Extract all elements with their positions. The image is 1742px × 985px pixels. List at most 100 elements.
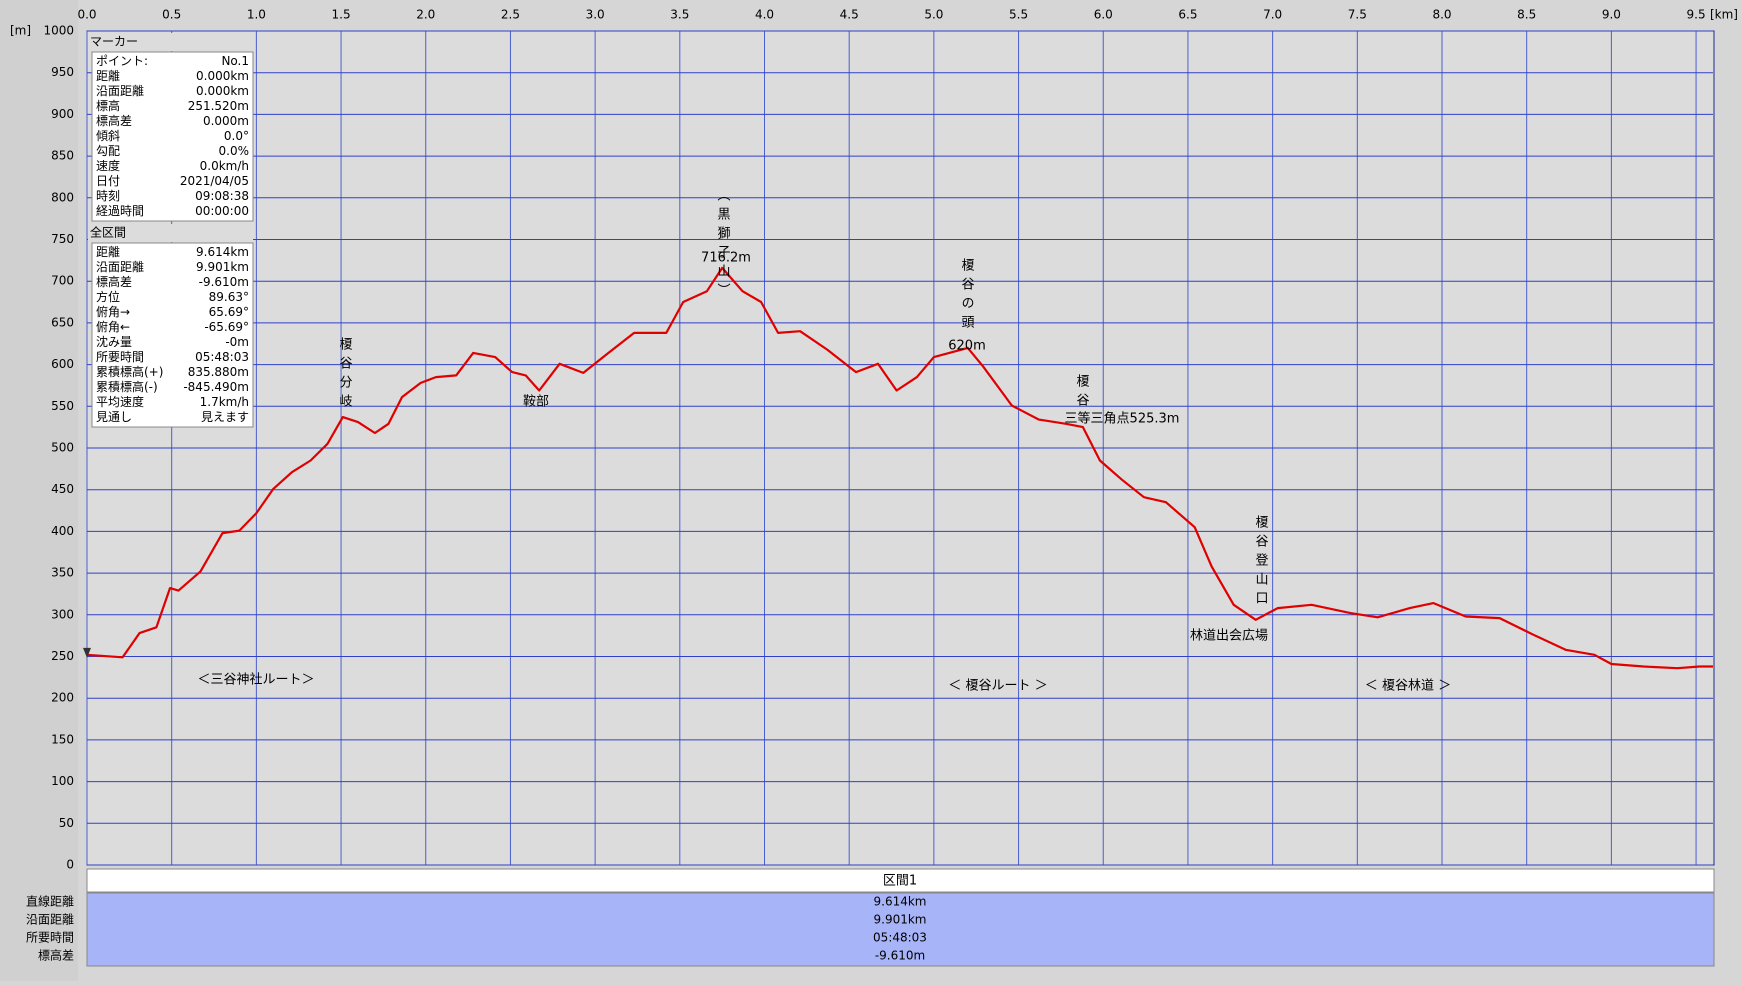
annotation: ＜ 榎谷ルート ＞ (948, 679, 1047, 694)
panel-value: -65.69° (204, 320, 249, 334)
annotation: 榎谷 (1074, 374, 1090, 412)
section-row-value: 9.901km (874, 913, 927, 927)
panel-value: 0.000km (196, 69, 249, 83)
panel-label: 傾斜 (96, 129, 120, 143)
y-tick-label: 200 (51, 691, 74, 705)
y-axis-unit: [m] (10, 24, 31, 38)
y-tick-label: 1000 (43, 24, 74, 38)
panel-label: 距離 (96, 69, 120, 83)
panel-body (91, 242, 254, 428)
panel-value: 65.69° (209, 305, 249, 319)
panel-header-bg (88, 33, 253, 51)
panel-label: ポイント: (96, 54, 148, 68)
elevation-line (86, 266, 1713, 670)
panel-label: 速度 (96, 158, 120, 173)
panel-label: 標高差 (96, 113, 132, 128)
x-tick-label: 6.5 (1178, 8, 1197, 22)
x-tick-label: 7.0 (1263, 8, 1282, 22)
x-tick-label: 0.5 (162, 8, 181, 22)
panel-value: -9.610m (199, 275, 249, 289)
section-row-value: 05:48:03 (873, 931, 927, 945)
panel-value: 9.901km (196, 260, 249, 274)
x-axis-unit: [km] (1710, 8, 1738, 22)
y-tick-label: 150 (51, 732, 74, 746)
y-tick-label: 100 (51, 774, 74, 788)
annotation: ＜三谷神社ルート＞ (197, 672, 314, 688)
panel-value: 89.63° (209, 290, 249, 304)
annotation: （黒獅子山） (715, 188, 731, 302)
x-tick-label: 2.5 (501, 8, 520, 22)
section-row-value: -9.610m (875, 949, 925, 963)
panel-label: 俯角→ (96, 304, 130, 319)
annotation: 榎谷登山口 (1253, 515, 1269, 610)
x-tick-label: 5.5 (1009, 8, 1028, 22)
y-tick-label: 950 (51, 65, 74, 79)
y-tick-label: 750 (51, 232, 74, 246)
panel-label: 日付 (96, 174, 120, 188)
panel-header-bg (88, 224, 253, 242)
annotation: 榎谷分岐 (337, 337, 353, 413)
panel-value: 0.0° (224, 129, 249, 143)
x-tick-label: 3.5 (670, 8, 689, 22)
y-tick-label: 250 (51, 649, 74, 663)
panel-value: -0m (225, 335, 249, 349)
x-tick-label: 0.0 (77, 8, 96, 22)
y-tick-label: 850 (51, 149, 74, 163)
y-tick-label: 350 (51, 566, 74, 580)
section-row-label: 標高差 (38, 948, 74, 963)
y-tick-label: 800 (51, 190, 74, 204)
x-tick-label: 7.5 (1348, 8, 1367, 22)
panel-value: 見えます (201, 410, 249, 424)
y-tick-label: 300 (51, 607, 74, 621)
x-tick-label: 2.0 (416, 8, 435, 22)
section-row-value: 9.614km (874, 895, 927, 909)
panel-label: 時刻 (96, 189, 120, 203)
left-gutter (0, 0, 78, 981)
annotation: 榎谷の頭 (959, 258, 975, 334)
panel-label: 沈み量 (96, 334, 132, 349)
panel-value: 251.520m (188, 99, 249, 113)
y-tick-label: 600 (51, 357, 74, 371)
y-tick-label: 0 (66, 858, 74, 872)
panel-label: 沿面距離 (96, 260, 144, 274)
panel-label: 沿面距離 (96, 84, 144, 98)
panel-body (91, 51, 254, 222)
x-tick-label: 8.5 (1517, 8, 1536, 22)
y-tick-label: 500 (51, 441, 74, 455)
y-tick-label: 400 (51, 524, 74, 538)
panel-label: 俯角← (96, 319, 130, 334)
annotation: ＜ 榎谷林道 ＞ (1365, 679, 1451, 694)
y-tick-label: 450 (51, 482, 74, 496)
x-tick-label: 4.0 (755, 8, 774, 22)
x-tick-label: 9.0 (1602, 8, 1621, 22)
panel-value: 05:48:03 (195, 350, 249, 364)
panel-value: 0.0km/h (200, 159, 249, 173)
annotation: 三等三角点525.3m (1065, 411, 1180, 427)
x-tick-label: 8.0 (1432, 8, 1451, 22)
panel-value: 9.614km (196, 245, 249, 259)
panel-value: 09:08:38 (195, 189, 249, 203)
panel-value: 1.7km/h (200, 395, 249, 409)
y-tick-label: 900 (51, 107, 74, 121)
y-tick-label: 50 (59, 816, 74, 830)
panel-value: 2021/04/05 (180, 174, 249, 188)
panel-value: 835.880m (188, 365, 249, 379)
section-body-bg (86, 892, 1715, 967)
panel-title: マーカー (90, 35, 138, 49)
panel-title: 全区間 (90, 225, 126, 240)
annotation: 鞍部 (523, 394, 549, 410)
y-tick-label: 700 (51, 274, 74, 288)
panel-value: 00:00:00 (195, 204, 249, 218)
section-header-bg (86, 868, 1715, 893)
panel-label: 見通し (96, 410, 132, 424)
section-row-label: 所要時間 (26, 931, 74, 945)
x-tick-label: 3.0 (586, 8, 605, 22)
panel-label: 標高 (96, 98, 120, 113)
start-marker (83, 647, 91, 658)
y-tick-label: 650 (51, 315, 74, 329)
section-row-label: 沿面距離 (26, 913, 74, 927)
panel-label: 勾配 (96, 144, 120, 158)
x-tick-label: 5.0 (924, 8, 943, 22)
